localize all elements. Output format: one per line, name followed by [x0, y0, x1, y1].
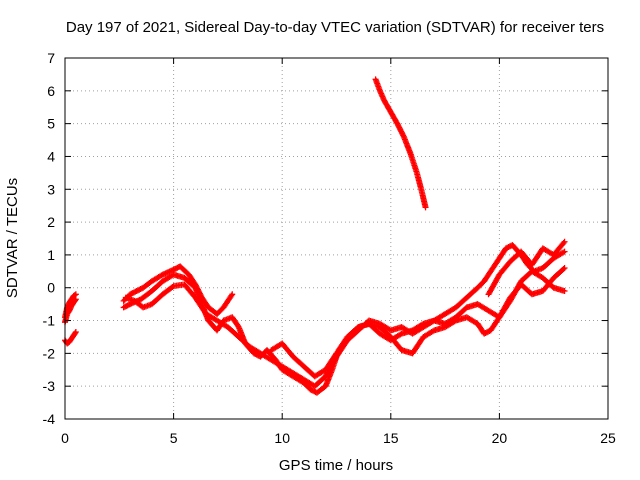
- y-tick-label: 2: [47, 214, 55, 230]
- data-point: [72, 329, 79, 336]
- data-point: [228, 292, 235, 299]
- y-tick-label: 5: [47, 116, 55, 132]
- data-point: [561, 288, 568, 295]
- y-tick-label: 7: [47, 50, 55, 66]
- x-tick-label: 15: [383, 430, 399, 446]
- y-tick-label: 6: [47, 83, 55, 99]
- data-point: [72, 296, 79, 303]
- y-tick-label: -2: [43, 345, 56, 361]
- data-point: [561, 248, 568, 255]
- data-point: [125, 301, 132, 308]
- data-point: [71, 292, 78, 299]
- ticks: [64, 57, 609, 420]
- data-point: [400, 132, 407, 139]
- data-point: [560, 266, 567, 273]
- x-tick-label: 5: [170, 430, 178, 446]
- data-point: [72, 330, 79, 337]
- x-tick-label: 20: [492, 430, 508, 446]
- y-tick-label: -1: [43, 313, 56, 329]
- x-axis-label: GPS time / hours: [279, 457, 393, 474]
- data-point: [169, 283, 176, 290]
- y-axis-label: SDTVAR / TECUs: [4, 178, 21, 298]
- data-layer: [62, 76, 568, 396]
- y-tick-label: 4: [47, 148, 55, 164]
- x-tick-label: 10: [274, 430, 290, 446]
- x-tick-label: 25: [600, 430, 616, 446]
- plot-frame: [64, 57, 609, 420]
- y-tick-label: -4: [43, 411, 56, 427]
- data-point: [72, 297, 79, 304]
- y-tick-label: 1: [47, 247, 55, 263]
- data-point: [561, 265, 568, 272]
- data-point: [229, 291, 236, 298]
- chart-title: Day 197 of 2021, Sidereal Day-to-day VTE…: [66, 19, 604, 36]
- data-point: [561, 238, 568, 245]
- data-point: [560, 239, 567, 246]
- tick-labels: 0 5 10 15 20 25 -4 -3 -2 -1 0 1 2 3 4 5 6 7: [43, 50, 616, 446]
- y-tick-label: 3: [47, 181, 55, 197]
- y-tick-label: 0: [47, 280, 55, 296]
- data-point: [422, 204, 429, 211]
- x-tick-label: 0: [61, 430, 69, 446]
- y-tick-label: -3: [43, 378, 56, 394]
